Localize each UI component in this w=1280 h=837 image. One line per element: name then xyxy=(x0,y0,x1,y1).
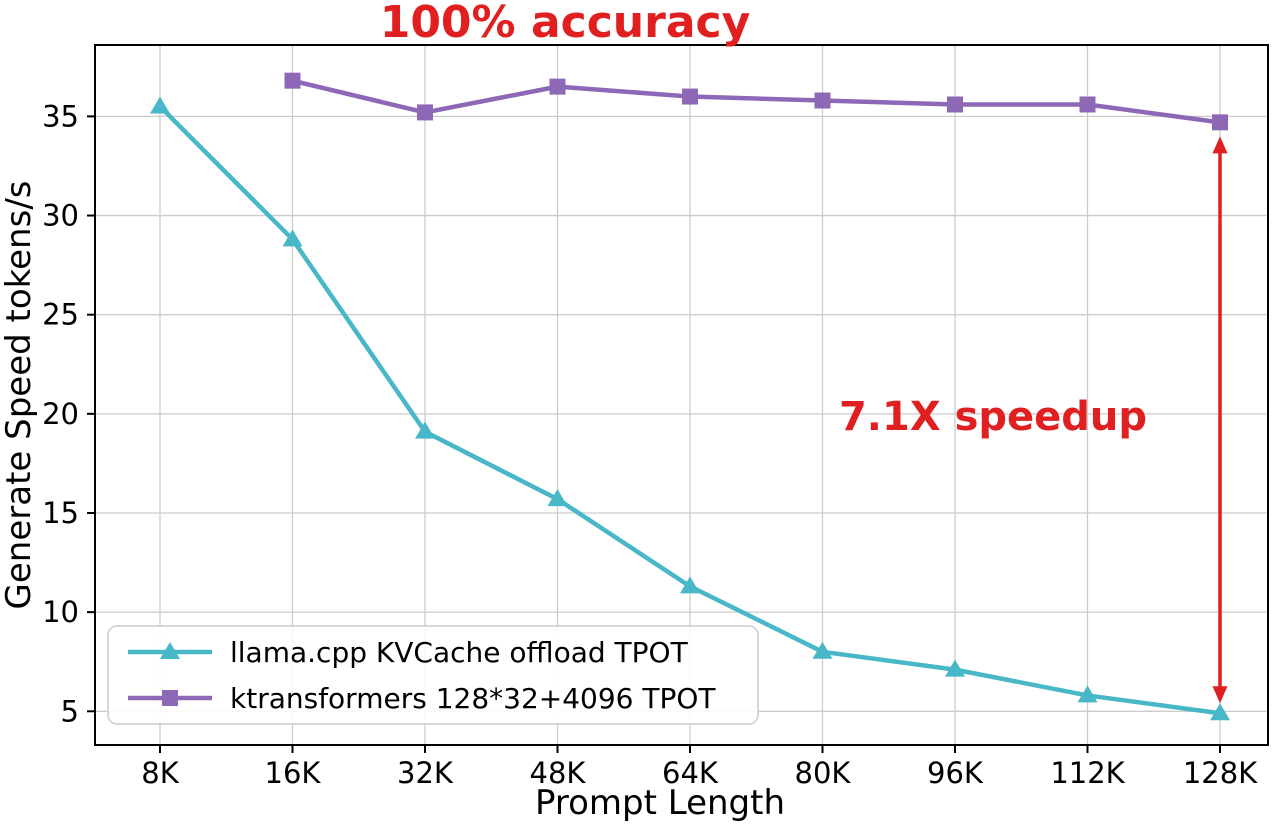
arrow-up-icon xyxy=(1212,136,1228,154)
x-tick-label: 80K xyxy=(795,756,852,790)
square-marker-icon xyxy=(814,92,831,109)
square-marker-icon xyxy=(947,96,963,113)
triangle-marker-icon xyxy=(1077,685,1098,703)
x-tick-label: 32K xyxy=(397,756,454,790)
triangle-marker-icon xyxy=(945,659,965,677)
accuracy-annotation: 100% accuracy xyxy=(380,0,751,48)
y-tick-label: 30 xyxy=(42,199,79,233)
series-line-1 xyxy=(290,78,1223,125)
legend-item: llama.cpp KVCache offload TPOT xyxy=(128,636,689,669)
square-marker-icon xyxy=(284,72,301,89)
y-tick-label: 20 xyxy=(42,397,79,431)
axis-ticks: 8K 16K 32K 48K 64K 80K 96K 112K 128K 5 10 15 20 25 30 3… xyxy=(42,99,1258,790)
triangle-marker-icon xyxy=(415,421,435,439)
square-marker-icon xyxy=(1212,114,1228,131)
y-tick-label: 35 xyxy=(42,99,79,133)
square-marker-icon xyxy=(682,88,698,105)
legend-box xyxy=(107,625,759,725)
triangle-marker-icon xyxy=(282,229,303,247)
plot-border xyxy=(94,44,1269,746)
speedup-arrow xyxy=(1212,136,1228,704)
triangle-marker-icon xyxy=(547,489,568,507)
y-tick-label: 10 xyxy=(42,595,79,629)
triangle-marker-icon xyxy=(150,96,170,114)
series-group xyxy=(150,72,1230,721)
x-axis-label: Prompt Length xyxy=(535,783,785,823)
y-tick-label: 5 xyxy=(61,694,79,728)
y-tick-label: 15 xyxy=(42,496,79,530)
legend-label: llama.cpp KVCache offload TPOT xyxy=(230,636,689,669)
speedup-annotation: 7.1X speedup xyxy=(839,394,1147,440)
triangle-marker-icon xyxy=(812,641,833,659)
x-tick-label: 64K xyxy=(662,756,719,790)
triangle-marker-icon xyxy=(680,576,700,594)
x-tick-label: 128K xyxy=(1183,756,1258,790)
legend-label: ktransformers 128*32+4096 TPOT xyxy=(230,682,716,715)
arrow-down-icon xyxy=(1212,686,1228,704)
x-tick-label: 48K xyxy=(530,756,587,790)
square-marker-icon xyxy=(549,78,566,95)
y-axis-label: Generate Speed tokens/s xyxy=(0,181,39,610)
x-tick-label: 8K xyxy=(141,756,179,790)
square-marker-icon xyxy=(162,690,178,706)
y-tick-label: 25 xyxy=(42,298,79,332)
legend: llama.cpp KVCache offload TPOT ktransfor… xyxy=(107,625,759,725)
square-marker-icon xyxy=(1079,96,1096,113)
x-tick-label: 96K xyxy=(927,756,984,790)
triangle-marker-icon xyxy=(1210,703,1230,721)
square-marker-icon xyxy=(417,104,433,121)
triangle-marker-icon xyxy=(160,642,180,659)
legend-item: ktransformers 128*32+4096 TPOT xyxy=(128,682,716,715)
x-tick-label: 16K xyxy=(265,756,322,790)
x-tick-label: 112K xyxy=(1050,756,1125,790)
